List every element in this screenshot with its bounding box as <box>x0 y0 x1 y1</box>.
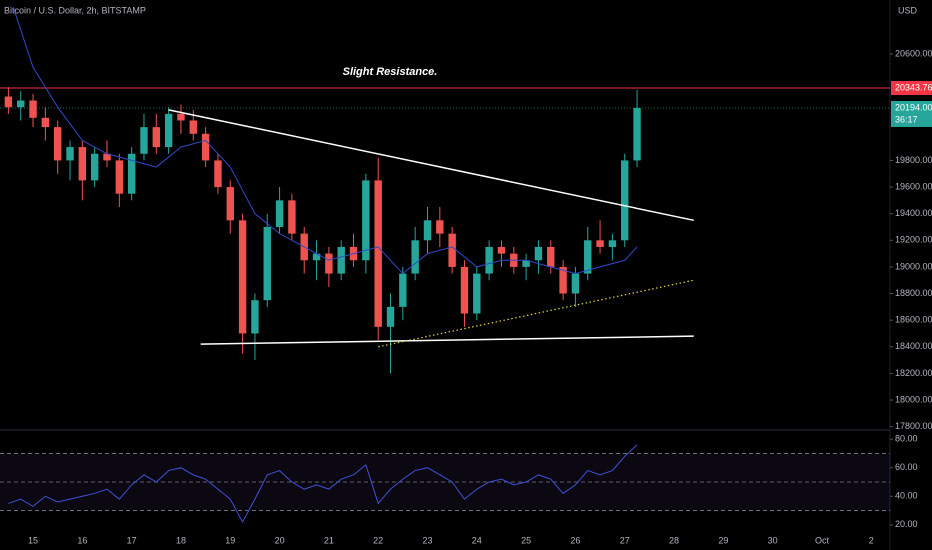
candle-body <box>41 117 50 128</box>
candle-body <box>238 220 247 334</box>
candle-body <box>312 253 321 261</box>
candle-body <box>608 240 617 247</box>
x-tick-label: 28 <box>669 535 679 545</box>
x-tick-label: 19 <box>225 535 235 545</box>
x-tick-label: 25 <box>521 535 531 545</box>
candle-body <box>288 200 296 234</box>
candle-body <box>103 153 111 161</box>
last-price-label: 20194.00 <box>895 102 932 112</box>
x-tick-label: 17 <box>127 535 137 545</box>
candle-body <box>497 246 506 254</box>
x-tick-label: 16 <box>77 535 87 545</box>
x-tick-label: 30 <box>768 535 778 545</box>
y-tick-label: 19600.00 <box>895 181 932 191</box>
last-price-box <box>891 100 932 127</box>
candle-body <box>522 260 530 267</box>
trendline <box>378 279 694 348</box>
x-tick-label: Oct <box>815 535 830 545</box>
candle-body <box>251 300 259 334</box>
candle-body <box>4 96 13 108</box>
currency: USD <box>898 5 918 15</box>
rsi-tick-label: 40.00 <box>895 491 918 501</box>
candle-body <box>399 273 407 307</box>
candle-body <box>90 153 99 181</box>
candle-body <box>386 306 395 327</box>
candle-body <box>214 160 222 188</box>
candle-body <box>177 113 185 121</box>
candle-body <box>201 133 210 161</box>
candle-body <box>115 160 124 194</box>
candle-body <box>325 253 333 274</box>
candle-body <box>164 113 173 148</box>
candle-body <box>534 246 543 261</box>
x-tick-label: 20 <box>275 535 285 545</box>
x-tick-label: 27 <box>620 535 630 545</box>
candle-body <box>152 127 161 148</box>
x-tick-label: 29 <box>718 535 728 545</box>
trendline <box>168 109 694 222</box>
rsi-tick-label: 60.00 <box>895 462 918 472</box>
y-tick-label: 19800.00 <box>895 155 932 165</box>
candle-body <box>460 266 469 314</box>
candle-body <box>189 120 197 134</box>
resistance-label-box <box>891 81 932 96</box>
candle-body <box>436 220 444 234</box>
x-tick-label: 15 <box>28 535 38 545</box>
moving-average <box>12 7 638 275</box>
x-tick-label: 24 <box>472 535 482 545</box>
candle-body <box>448 233 456 267</box>
candle-body <box>78 147 87 181</box>
candle-body <box>423 220 432 241</box>
y-tick-label: 20600.00 <box>895 48 932 58</box>
x-tick-label: 2 <box>869 535 874 545</box>
candle-body <box>337 246 345 274</box>
y-tick-label: 18600.00 <box>895 315 932 325</box>
rsi-line <box>8 444 638 524</box>
candle-body <box>596 240 604 247</box>
candle-body <box>547 246 555 267</box>
y-tick-label: 18200.00 <box>895 368 932 378</box>
candle-body <box>140 127 148 154</box>
candle-body <box>226 187 234 221</box>
trendline <box>200 335 694 345</box>
candle-body <box>411 240 419 274</box>
candle-body <box>374 180 382 327</box>
candle-body <box>485 246 493 274</box>
candle-body <box>559 266 567 294</box>
y-tick-label: 19400.00 <box>895 208 932 218</box>
y-tick-label: 19200.00 <box>895 235 932 245</box>
resistance-label: 20343.76 <box>895 82 932 92</box>
y-tick-label: 19000.00 <box>895 261 932 271</box>
rsi-tick-label: 80.00 <box>895 434 918 444</box>
candle-body <box>275 200 284 227</box>
countdown-label: 36:17 <box>895 114 918 124</box>
rsi-tick-label: 20.00 <box>895 519 918 529</box>
chart-title: Bitcoin / U.S. Dollar, 2h, BITSTAMP <box>4 5 146 15</box>
candle-body <box>66 147 74 161</box>
y-tick-label: 18800.00 <box>895 288 932 298</box>
candle-body <box>53 127 62 161</box>
candle-body <box>17 100 25 108</box>
y-tick-label: 18000.00 <box>895 394 932 404</box>
annotation: Slight Resistance. <box>343 66 438 78</box>
x-tick-label: 22 <box>373 535 383 545</box>
candle-body <box>263 226 271 301</box>
y-tick-label: 18400.00 <box>895 341 932 351</box>
candle-body <box>362 180 370 261</box>
candle-body <box>29 100 37 118</box>
candle-body <box>127 153 136 194</box>
candle-body <box>621 160 629 241</box>
candle-body <box>571 273 580 294</box>
candle-body <box>633 107 641 161</box>
x-tick-label: 21 <box>324 535 334 545</box>
y-tick-label: 17800.00 <box>895 421 932 431</box>
x-tick-label: 26 <box>570 535 580 545</box>
candle-body <box>584 240 592 274</box>
x-tick-label: 18 <box>176 535 186 545</box>
x-tick-label: 23 <box>422 535 432 545</box>
candle-body <box>473 273 481 314</box>
